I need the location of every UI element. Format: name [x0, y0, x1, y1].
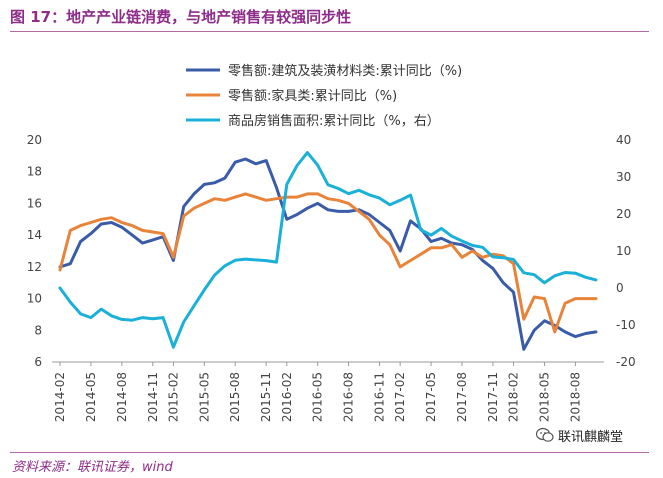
wechat-bubble-icon [535, 427, 554, 442]
y-left-tick-label: 18 [27, 165, 42, 179]
legend-label-2: 零售额:家具类:累计同比（%) [228, 88, 397, 104]
x-tick-label: 2016-05 [311, 372, 325, 422]
x-tick-label: 2018-02 [507, 372, 521, 422]
x-tick-label: 2014-08 [115, 372, 129, 422]
y-right-tick-label: 30 [616, 170, 631, 184]
y-right-tick-label: 20 [616, 207, 631, 221]
x-tick-label: 2016-02 [280, 372, 294, 422]
y-left-tick-label: 20 [27, 133, 42, 147]
series-line-3 [58, 151, 598, 349]
x-tick-label: 2014-11 [146, 372, 160, 422]
y-right-tick-label: 10 [616, 244, 631, 258]
source-note: 资料来源：联讯证券，wind [12, 460, 173, 475]
y-right-tick-label: 0 [616, 281, 624, 295]
axes: 6 8 10 12 14 16 18 20 -20 -10 0 10 20 30 40 2014-02 2014… [27, 133, 636, 422]
x-tick-label: 2018-05 [537, 372, 551, 422]
x-tick-label: 2014-05 [84, 372, 98, 422]
legend: 零售额:建筑及装潢材料类:累计同比（%) 零售额:家具类:累计同比（%) 商品房销售… [186, 63, 462, 129]
y-right-tick-label: 40 [616, 133, 631, 147]
x-tick-label: 2017-11 [486, 372, 500, 422]
x-tick-label: 2017-05 [424, 372, 438, 422]
y-right-tick-label: -20 [616, 355, 636, 369]
x-tick-label: 2015-05 [197, 372, 211, 422]
x-tick-label: 2017-02 [393, 372, 407, 422]
figure-title: 图 17：地产产业链消费，与地产销售有较强同步性 [10, 8, 352, 26]
footer-divider [10, 452, 649, 453]
legend-label-1: 零售额:建筑及装潢材料类:累计同比（%) [228, 63, 462, 79]
y-left-tick-label: 10 [27, 292, 42, 306]
watermark: 联讯麒麟堂 [535, 424, 623, 446]
legend-label-3: 商品房销售面积:累计同比（%，右） [228, 113, 440, 129]
x-tick-label: 2014-02 [53, 372, 67, 422]
y-left-tick-label: 12 [27, 260, 42, 274]
series-lines [58, 151, 598, 351]
x-tick-label: 2015-11 [259, 372, 273, 422]
title-divider [10, 31, 649, 32]
y-right-tick-label: -10 [616, 318, 636, 332]
x-tick-label: 2016-11 [373, 372, 387, 422]
x-tick-label: 2017-08 [455, 372, 469, 422]
x-tick-label: 2015-02 [166, 372, 180, 422]
y-left-tick-label: 14 [27, 228, 42, 242]
x-tick-label: 2016-08 [342, 372, 356, 422]
watermark-text: 联讯麒麟堂 [557, 429, 623, 445]
x-tick-label: 2018-08 [568, 372, 582, 422]
y-left-tick-label: 8 [34, 323, 42, 337]
y-left-tick-label: 6 [34, 355, 42, 369]
x-tick-label: 2015-08 [228, 372, 242, 422]
y-left-tick-label: 16 [27, 196, 42, 210]
series-line-1 [58, 157, 598, 351]
